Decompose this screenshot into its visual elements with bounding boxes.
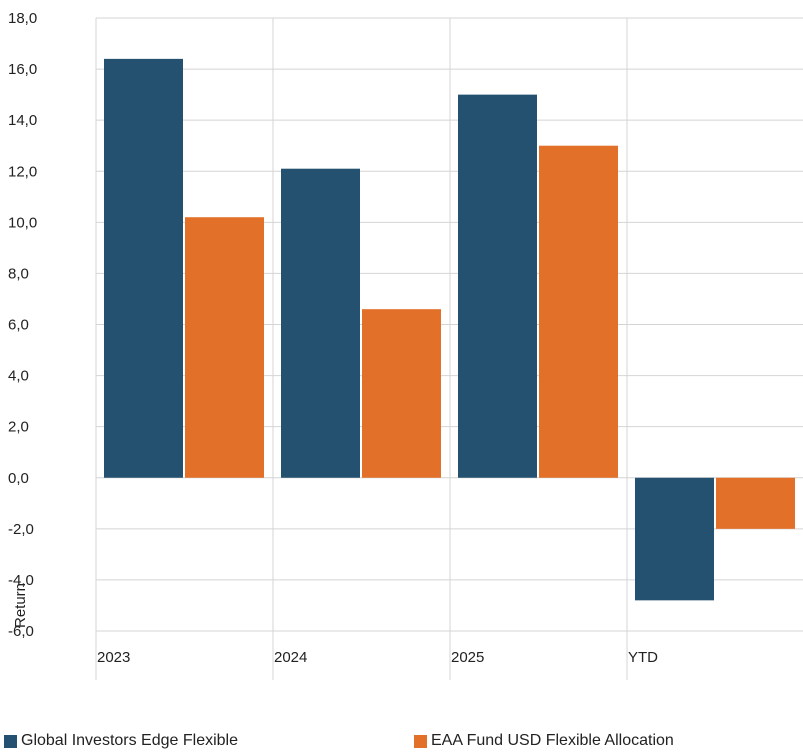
y-tick-label: 18,0 <box>8 10 37 27</box>
bar-2025-series-1 <box>458 94 537 478</box>
bar-ytd-series-1 <box>635 477 714 601</box>
bar-2023-series-1 <box>104 58 183 478</box>
bar-2024-series-2 <box>362 309 441 478</box>
y-axis-tick-labels: 18,0 16,0 14,0 12,0 10,0 8,0 6,0 4,0 2,0 0,0 -2,0 -… <box>8 10 37 640</box>
bar-chart: 18,0 16,0 14,0 12,0 10,0 8,0 6,0 4,0 2,0 0,0 -2,0 -… <box>8 10 803 680</box>
legend: Global Investors Edge Flexible EAA Fund … <box>0 732 803 754</box>
bar-2025-series-2 <box>539 145 618 478</box>
bar-2024-series-1 <box>281 168 360 478</box>
legend-swatch-series-1 <box>4 734 17 748</box>
x-tick-label: 2025 <box>451 649 484 666</box>
y-tick-label: 0,0 <box>8 470 29 487</box>
bars <box>104 58 795 601</box>
legend-item-series-1: Global Investors Edge Flexible <box>4 732 238 750</box>
y-tick-label: 12,0 <box>8 163 37 180</box>
y-tick-label: 10,0 <box>8 214 37 231</box>
x-axis-category-labels: 2023 2024 2025 YTD <box>97 649 658 666</box>
y-axis-title: Return <box>12 583 29 628</box>
bar-2023-series-2 <box>185 217 264 478</box>
y-tick-label: 2,0 <box>8 419 29 436</box>
x-tick-label: 2024 <box>274 649 307 666</box>
y-tick-label: 8,0 <box>8 265 29 282</box>
y-tick-label: -6,0 <box>8 623 34 640</box>
y-tick-label: 6,0 <box>8 317 29 334</box>
x-tick-label: YTD <box>628 649 658 666</box>
y-tick-label: 16,0 <box>8 61 37 78</box>
legend-item-series-2: EAA Fund USD Flexible Allocation <box>414 732 674 750</box>
legend-label-series-2: EAA Fund USD Flexible Allocation <box>431 732 674 749</box>
y-tick-label: 4,0 <box>8 368 29 385</box>
bar-ytd-series-2 <box>716 477 795 529</box>
y-tick-label: 14,0 <box>8 112 37 129</box>
x-tick-label: 2023 <box>97 649 130 666</box>
legend-swatch-series-2 <box>414 734 427 748</box>
legend-label-series-1: Global Investors Edge Flexible <box>21 732 238 749</box>
y-tick-label: -4,0 <box>8 572 34 589</box>
y-tick-label: -2,0 <box>8 521 34 538</box>
